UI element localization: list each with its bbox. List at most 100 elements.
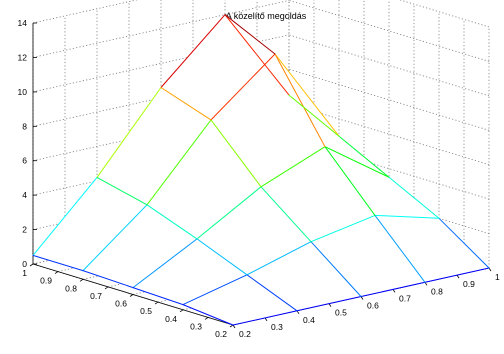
mesh-edge xyxy=(146,119,212,206)
y-tick-label: 0.5 xyxy=(140,306,152,316)
mesh-edge xyxy=(182,304,234,326)
y-tick-label: 0.7 xyxy=(90,291,102,301)
mesh-edge xyxy=(82,204,148,272)
z-tick-label: 12 xyxy=(18,52,28,62)
surface-patch xyxy=(197,186,311,275)
mesh-edge xyxy=(196,238,248,276)
surface-patch xyxy=(33,177,147,271)
surface-patch xyxy=(247,241,361,311)
y-tick xyxy=(154,301,159,305)
z-tick-label: 2 xyxy=(22,225,27,235)
mesh-edge xyxy=(210,53,276,121)
y-tick xyxy=(79,278,84,282)
z-tick-label: 0 xyxy=(22,259,27,269)
x-tick xyxy=(232,324,236,329)
y-tick-label: 0.9 xyxy=(40,276,52,286)
x-tick-label: 1 xyxy=(495,272,500,282)
mesh-edge xyxy=(182,274,248,306)
x-tick xyxy=(456,274,460,279)
surface-patch xyxy=(183,274,297,325)
mesh-edge xyxy=(296,296,362,312)
x-tick-label: 0.7 xyxy=(399,293,411,303)
x-tick xyxy=(296,310,300,315)
mesh-edge xyxy=(274,53,326,148)
mesh-edge xyxy=(374,214,426,283)
mesh-edge xyxy=(32,254,84,272)
y-tick-label: 0.2 xyxy=(215,329,227,339)
gridline xyxy=(32,0,290,58)
x-tick-label: 0.6 xyxy=(367,301,379,311)
y-tick xyxy=(129,294,134,297)
surface-patch xyxy=(211,54,325,187)
gridline xyxy=(288,103,490,166)
z-tick-label: 6 xyxy=(22,156,27,166)
surface-patch xyxy=(325,146,439,219)
surface-patch xyxy=(97,87,211,205)
y-tick xyxy=(54,271,59,274)
x-tick-label: 0.5 xyxy=(335,308,347,318)
y-tick xyxy=(179,309,184,313)
surface-patch xyxy=(133,238,247,305)
x-tick-label: 0.8 xyxy=(431,286,443,296)
z-tick-label: 14 xyxy=(18,18,28,28)
mesh-edge xyxy=(224,14,290,96)
x-tick-label: 0.3 xyxy=(271,322,283,332)
mesh-edge xyxy=(246,274,298,312)
mesh-edge xyxy=(246,241,312,276)
x-tick xyxy=(392,289,396,293)
y-tick-label: 1 xyxy=(22,268,27,278)
surface-faces xyxy=(33,14,489,325)
mesh-edge xyxy=(146,204,198,240)
mesh-edge xyxy=(96,87,162,178)
surface-mesh xyxy=(32,14,490,326)
chart-title: A közelítő megoldás xyxy=(226,11,307,21)
surface-patch xyxy=(83,204,197,288)
mesh-edge xyxy=(196,186,262,240)
mesh-edge xyxy=(424,267,490,283)
mesh-edge xyxy=(232,310,298,326)
mesh-edge xyxy=(224,14,276,55)
y-tick-label: 0.4 xyxy=(165,314,177,324)
x-tick xyxy=(360,296,364,300)
x-tick-label: 0.2 xyxy=(239,329,251,339)
x-tick-label: 0.9 xyxy=(463,279,475,289)
gridline xyxy=(288,34,490,97)
mesh-edge xyxy=(324,146,390,178)
surface-patch xyxy=(375,215,489,283)
mesh-edge xyxy=(132,238,198,289)
x-tick-label: 0.4 xyxy=(303,315,315,325)
z-tick-label: 10 xyxy=(18,87,28,97)
surface-patch xyxy=(311,215,425,297)
y-tick xyxy=(204,317,209,320)
mesh-edge xyxy=(210,119,262,188)
mesh-edge xyxy=(82,270,134,289)
mesh-edge xyxy=(260,186,312,243)
mesh-edge xyxy=(338,135,390,178)
mesh-edge xyxy=(32,176,98,256)
z-tick-labels: 0 2 4 6 8 10 12 14 xyxy=(18,18,28,269)
gridline xyxy=(399,0,490,28)
y-tick xyxy=(29,263,34,267)
mesh-edge xyxy=(160,14,226,88)
mesh-edge xyxy=(374,214,440,219)
mesh-edge xyxy=(288,94,340,137)
gridline xyxy=(288,0,490,62)
y-tick-labels: 0.2 0.3 0.4 0.5 0.6 0.7 0.8 0.9 1 xyxy=(22,268,227,339)
x-tick xyxy=(488,267,492,272)
mesh-edge xyxy=(360,281,426,297)
x-tick xyxy=(328,303,332,307)
x-tick xyxy=(264,317,268,322)
mesh-edge xyxy=(260,146,326,188)
x-tick xyxy=(424,282,428,286)
x-tick-labels: 0.2 0.3 0.4 0.5 0.6 0.7 0.8 0.9 1 xyxy=(239,272,500,339)
mesh-edge xyxy=(388,176,440,219)
surface-patch xyxy=(147,119,261,239)
mesh-edge xyxy=(310,214,376,243)
z-tick-label: 4 xyxy=(22,190,27,200)
mesh-edge xyxy=(96,176,148,206)
y-tick xyxy=(104,286,109,290)
mesh-edge xyxy=(310,241,362,297)
gridline xyxy=(288,68,490,131)
